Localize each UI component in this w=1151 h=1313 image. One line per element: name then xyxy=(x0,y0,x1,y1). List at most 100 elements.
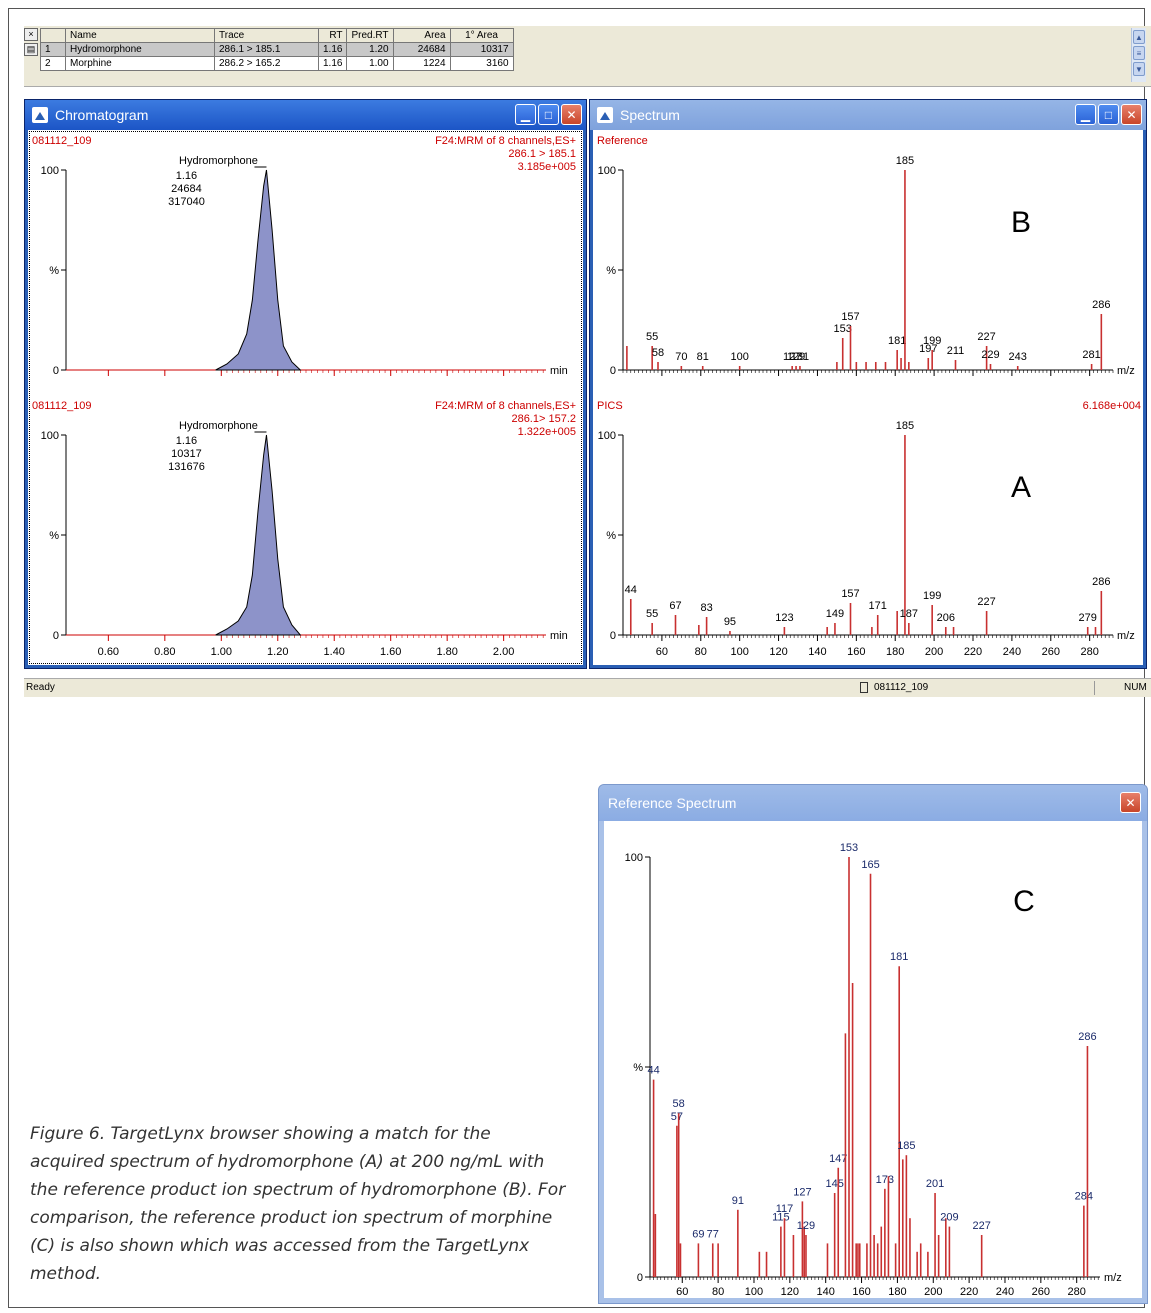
x-tick-label: 280 xyxy=(1080,646,1098,658)
x-tick-label: 0.80 xyxy=(154,646,175,658)
peak-mz-label: 181 xyxy=(888,335,906,347)
peak-mz-label: 123 xyxy=(775,612,793,624)
scroll-thumb[interactable]: ≡ xyxy=(1133,46,1145,60)
x-unit-label: m/z xyxy=(1117,630,1135,642)
x-unit-label: min xyxy=(550,630,568,642)
chromatogram-window: Chromatogram ▁ □ ✕ 081112_109 F24:MRM of … xyxy=(24,99,587,669)
peak-mz-label: 157 xyxy=(841,588,859,600)
cell-name: Morphine xyxy=(65,56,215,71)
y-tick-label: % xyxy=(633,1062,643,1074)
close-button[interactable]: ✕ xyxy=(561,104,582,125)
panel-header-label: F24:MRM of 8 channels,ES+ xyxy=(435,400,576,412)
peak-mz-label: 131 xyxy=(791,351,809,363)
spectrum-titlebar[interactable]: Spectrum ▁ □ ✕ xyxy=(590,100,1146,130)
peak-mz-label: 187 xyxy=(900,608,918,620)
peak-mz-label: 199 xyxy=(923,335,941,347)
compound-table: × ▤ Name Trace RT Pred.RT Area 1° Area 1… xyxy=(24,26,1151,87)
y-tick-label: 100 xyxy=(598,165,616,177)
table-scrollbar[interactable]: ▲ ≡ ▼ xyxy=(1131,28,1146,82)
minimize-button[interactable]: ▁ xyxy=(1075,104,1096,125)
peak-mz-label: 211 xyxy=(947,345,965,357)
y-tick-label: % xyxy=(49,265,59,277)
peak-mz-label: 243 xyxy=(1009,351,1027,363)
column-header-pred-rt[interactable]: Pred.RT xyxy=(346,28,394,43)
reference-close-button[interactable]: ✕ xyxy=(1120,792,1141,813)
column-header-rt[interactable]: RT xyxy=(317,28,348,43)
maximize-button[interactable]: □ xyxy=(1098,104,1119,125)
peak-mz-label: 100 xyxy=(730,351,748,363)
peak-height-label: 131676 xyxy=(168,461,205,473)
cell-area: 1224 xyxy=(392,56,451,71)
y-tick-label: % xyxy=(606,530,616,542)
status-num: NUM xyxy=(1124,682,1147,693)
x-tick-label: 1.00 xyxy=(211,646,232,658)
peak-mz-label: 91 xyxy=(732,1195,744,1207)
peak-name-label: Hydromorphone xyxy=(179,420,258,432)
panel-trace-label: 286.1> 157.2 xyxy=(511,413,576,425)
collapse-table-icon[interactable]: ▤ xyxy=(24,43,38,56)
y-tick-label: 100 xyxy=(41,430,59,442)
peak-mz-label: 286 xyxy=(1092,576,1110,588)
peak-mz-label: 81 xyxy=(697,351,709,363)
close-button[interactable]: ✕ xyxy=(1121,104,1142,125)
panel-file-label: 081112_109 xyxy=(32,135,92,147)
y-tick-label: 0 xyxy=(53,630,59,642)
x-tick-label: 80 xyxy=(712,1286,724,1298)
scroll-up-icon[interactable]: ▲ xyxy=(1133,30,1145,44)
x-tick-label: 140 xyxy=(817,1286,835,1298)
peak-mz-label: 165 xyxy=(861,859,879,871)
table-controls: × ▤ xyxy=(24,28,38,84)
status-bar: Ready 081112_109 NUM xyxy=(24,678,1151,697)
cell-rt: 1.16 xyxy=(317,42,348,57)
table-row[interactable]: 1 Hydromorphone 286.1 > 185.1 1.16 1.20 … xyxy=(40,42,514,57)
peak-mz-label: 129 xyxy=(797,1220,815,1232)
spectrum-icon xyxy=(597,107,613,123)
peak-mz-label: 149 xyxy=(826,608,844,620)
peak-mz-label: 227 xyxy=(977,331,995,343)
reference-plot-area[interactable]: C 100% 0 m/z 44 57 58 69 77 91 115 117 127 129 145 147 1… xyxy=(604,821,1142,1298)
peak-mz-label: 58 xyxy=(673,1098,685,1110)
peak-mz-label: 153 xyxy=(840,842,858,854)
x-tick-label: 180 xyxy=(886,646,904,658)
row-index-header xyxy=(40,28,66,43)
cell-name: Hydromorphone xyxy=(65,42,215,57)
scroll-down-icon[interactable]: ▼ xyxy=(1133,62,1145,76)
peak-mz-label: 171 xyxy=(869,600,887,612)
column-header-name[interactable]: Name xyxy=(65,28,215,43)
maximize-button[interactable]: □ xyxy=(538,104,559,125)
peak-name-label: Hydromorphone xyxy=(179,155,258,167)
y-tick-label: 100 xyxy=(41,165,59,177)
panel-trace-label: 286.1 > 185.1 xyxy=(508,148,576,160)
peak-mz-label: 209 xyxy=(940,1212,958,1224)
x-tick-label: 260 xyxy=(1032,1286,1050,1298)
table-row[interactable]: 2 Morphine 286.2 > 165.2 1.16 1.00 1224 … xyxy=(40,56,514,71)
y-tick-label: 0 xyxy=(53,365,59,377)
x-tick-label: 280 xyxy=(1068,1286,1086,1298)
spectrum-plot-area[interactable]: Reference B 100% 0 m/z 55 58 70 81 100 127 129 131 15… xyxy=(593,130,1143,665)
column-header-area[interactable]: Area xyxy=(392,28,451,43)
peak-mz-label: 181 xyxy=(890,951,908,963)
cell-primary-area: 3160 xyxy=(449,56,514,71)
column-header-primary-area[interactable]: 1° Area xyxy=(449,28,514,43)
panel-intensity-label: 6.168e+004 xyxy=(1083,400,1141,412)
peak-mz-label: 286 xyxy=(1078,1031,1096,1043)
peak-mz-label: 185 xyxy=(896,155,914,167)
reference-titlebar[interactable]: Reference Spectrum xyxy=(599,785,1147,821)
peak-mz-label: 229 xyxy=(981,349,999,361)
compound-grid: Name Trace RT Pred.RT Area 1° Area 1 Hyd… xyxy=(40,28,514,71)
peak-mz-label: 227 xyxy=(972,1220,990,1232)
chromatogram-plot-area[interactable]: 081112_109 F24:MRM of 8 channels,ES+ 286.1… xyxy=(28,130,583,665)
chromatogram-icon xyxy=(32,107,48,123)
status-divider xyxy=(1094,681,1095,695)
column-header-trace[interactable]: Trace xyxy=(214,28,319,43)
close-table-icon[interactable]: × xyxy=(24,28,38,41)
panel-intensity-label: 3.185e+005 xyxy=(518,161,576,173)
x-tick-label: 100 xyxy=(745,1286,763,1298)
minimize-button[interactable]: ▁ xyxy=(515,104,536,125)
chromatogram-titlebar[interactable]: Chromatogram ▁ □ ✕ xyxy=(25,100,586,130)
spectrum-window: Spectrum ▁ □ ✕ Reference B 100% 0 m/z 55 58 70 8… xyxy=(589,99,1147,669)
x-unit-label: min xyxy=(550,365,568,377)
x-tick-label: 80 xyxy=(695,646,707,658)
